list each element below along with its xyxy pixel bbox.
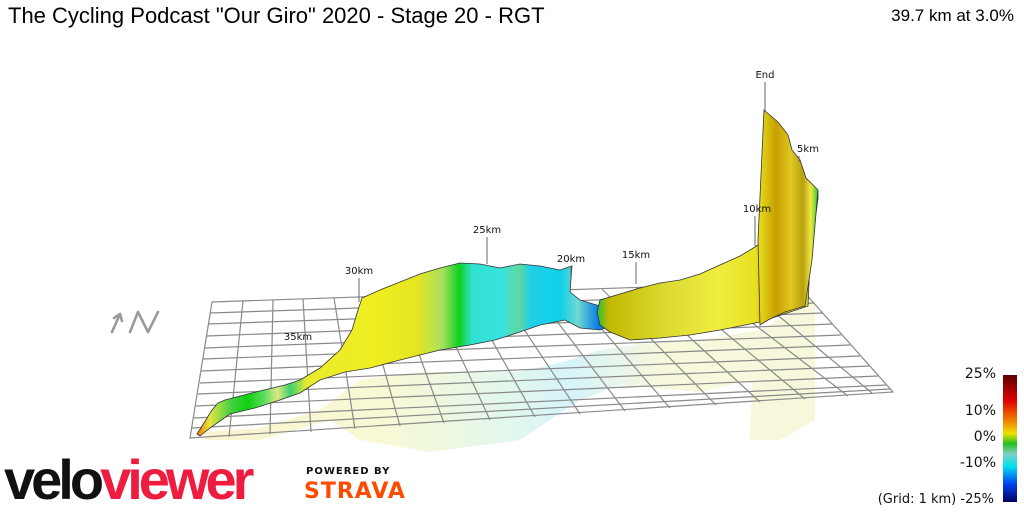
powered-by-label: POWERED BY [306, 466, 391, 477]
distance-markers [358, 82, 800, 302]
legend-label-max: 25% [964, 366, 996, 382]
marker-5km: 5km [797, 144, 819, 155]
veloviewer-logo[interactable]: veloviewer [4, 448, 254, 511]
distance-marker-labels: End 5km 10km 15km 20km 25km 30km 35km [284, 70, 819, 343]
marker-15km: 15km [622, 250, 650, 261]
marker-30km: 30km [345, 266, 373, 277]
gradient-legend: 25% 10% 0% -10% [916, 366, 996, 512]
grid-scale-note: (Grid: 1 km) -25% [877, 492, 994, 507]
marker-25km: 25km [473, 225, 501, 236]
elevation-profile-wall [196, 109, 819, 437]
elevation-reflection [205, 300, 815, 452]
marker-10km: 10km [743, 204, 771, 215]
legend-label-low: -10% [959, 455, 996, 471]
legend-label-zero: 0% [973, 429, 996, 445]
north-arrow-icon [110, 310, 160, 334]
page-title: The Cycling Podcast "Our Giro" 2020 - St… [8, 3, 545, 28]
marker-20km: 20km [557, 254, 585, 265]
legend-label-high: 10% [964, 403, 996, 419]
gradient-legend-bar [1003, 375, 1017, 502]
route-summary: 39.7 km at 3.0% [891, 6, 1014, 25]
strava-logo[interactable]: STRAVA [304, 479, 406, 504]
marker-end: End [755, 70, 774, 81]
marker-35km: 35km [284, 332, 312, 343]
